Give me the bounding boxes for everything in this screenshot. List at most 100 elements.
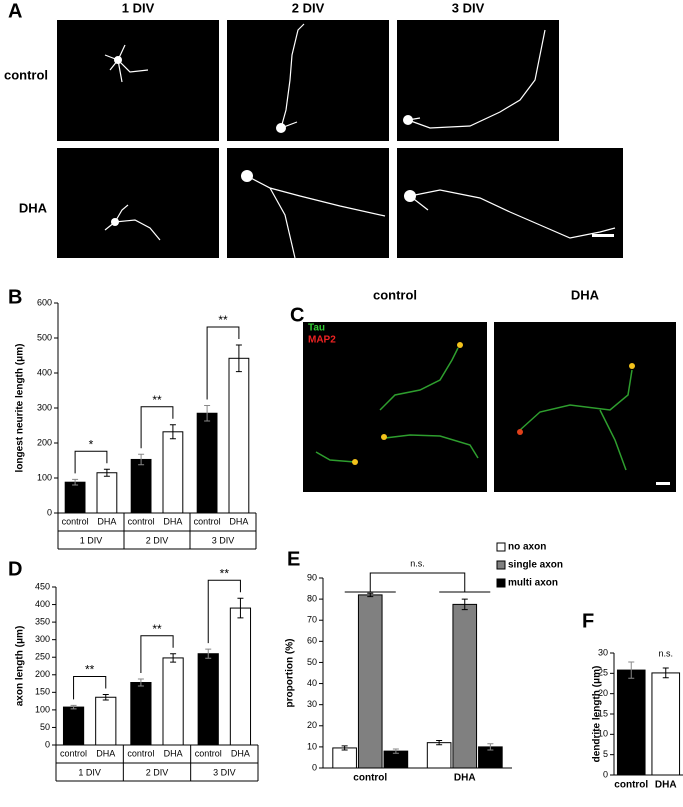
bar xyxy=(162,657,184,746)
bar xyxy=(357,594,383,769)
group-label: 2 DIV xyxy=(146,535,169,545)
error-bar xyxy=(70,704,77,710)
y-axis-label: dendrite length (μm) xyxy=(592,666,603,763)
bar xyxy=(95,696,117,746)
bar-label: DHA xyxy=(231,748,250,758)
y-tick-label: 150 xyxy=(35,687,50,697)
bar xyxy=(130,682,152,746)
error-bar xyxy=(170,653,177,663)
y-tick-label: 450 xyxy=(35,581,50,591)
panel-label: F xyxy=(582,610,594,632)
panel-label: C xyxy=(290,304,304,326)
x-tick-label: DHA xyxy=(655,780,677,791)
legend-swatch xyxy=(496,542,506,552)
bar-label: control xyxy=(62,516,89,526)
x-tick-label: control xyxy=(353,773,387,784)
y-axis-label: longest neurite length (μm) xyxy=(15,344,26,473)
y-tick-label: 25 xyxy=(598,668,608,678)
column-title: 3 DIV xyxy=(452,0,485,15)
error-bar xyxy=(137,678,144,687)
error-bar xyxy=(436,740,443,746)
error-bar xyxy=(628,661,635,679)
y-tick-label: 0 xyxy=(603,769,608,779)
bar xyxy=(64,481,86,514)
legend-swatch xyxy=(496,560,506,570)
error-bar xyxy=(487,743,494,751)
bar-label: DHA xyxy=(164,748,183,758)
group-label: 1 DIV xyxy=(78,767,101,777)
y-tick-label: 500 xyxy=(37,332,52,342)
error-bar xyxy=(235,344,242,373)
stain-label: MAP2 xyxy=(308,335,336,346)
error-bar xyxy=(169,424,176,440)
y-tick-label: 300 xyxy=(37,402,52,412)
annotation-bracket xyxy=(344,572,491,593)
y-tick-label: 30 xyxy=(598,647,608,657)
panel-label: D xyxy=(8,558,22,580)
bar xyxy=(96,472,118,514)
micrographs xyxy=(57,20,623,259)
bar xyxy=(616,669,646,776)
bar xyxy=(228,357,250,514)
bar-label: control xyxy=(128,516,155,526)
legend-label: single axon xyxy=(508,560,563,571)
bar xyxy=(229,607,252,746)
y-tick-label: 100 xyxy=(35,704,50,714)
y-tick-label: 50 xyxy=(307,657,317,667)
y-tick-label: 20 xyxy=(598,688,608,698)
y-tick-label: 15 xyxy=(598,708,608,718)
y-tick-label: 300 xyxy=(35,634,50,644)
y-axis-label: proportion (%) xyxy=(285,639,296,708)
bar-label: control xyxy=(194,516,221,526)
bar xyxy=(162,431,184,514)
significance-label: ** xyxy=(152,393,162,407)
bar-label: DHA xyxy=(163,516,182,526)
annotation: n.s. xyxy=(410,558,425,568)
error-bar xyxy=(72,478,79,486)
group-label: 3 DIV xyxy=(212,535,235,545)
legend-label: multi axon xyxy=(508,578,558,589)
image-title: control xyxy=(373,287,417,302)
significance-bracket xyxy=(74,450,108,474)
significance-label: ** xyxy=(218,313,228,327)
significance-label: ** xyxy=(85,663,95,677)
bar xyxy=(332,747,357,769)
x-tick-label: DHA xyxy=(454,773,476,784)
panel-label: A xyxy=(8,0,22,22)
significance-bracket xyxy=(206,326,240,400)
significance-bracket xyxy=(140,406,174,449)
annotation: n.s. xyxy=(658,648,673,658)
y-tick-label: 200 xyxy=(37,437,52,447)
significance-label: ** xyxy=(152,622,162,636)
y-tick-label: 70 xyxy=(307,615,317,625)
y-tick-label: 50 xyxy=(40,722,50,732)
error-bar xyxy=(237,597,244,619)
y-tick-label: 200 xyxy=(35,669,50,679)
group-label: 3 DIV xyxy=(213,767,236,777)
bar-label: control xyxy=(127,748,154,758)
y-tick-label: 400 xyxy=(37,367,52,377)
y-tick-label: 250 xyxy=(35,652,50,662)
y-tick-label: 400 xyxy=(35,599,50,609)
y-tick-label: 10 xyxy=(598,729,608,739)
image-title: DHA xyxy=(571,287,600,302)
error-bar xyxy=(205,648,212,659)
error-bar xyxy=(461,598,468,611)
bar-label: DHA xyxy=(96,748,115,758)
y-tick-label: 10 xyxy=(307,741,317,751)
error-bar xyxy=(341,745,348,751)
significance-bracket xyxy=(73,675,107,700)
group-label: 1 DIV xyxy=(80,535,103,545)
y-tick-label: 80 xyxy=(307,593,317,603)
panel-label: E xyxy=(287,548,300,570)
y-tick-label: 0 xyxy=(47,507,52,517)
y-tick-label: 5 xyxy=(603,749,608,759)
bar xyxy=(426,742,452,769)
y-tick-label: 100 xyxy=(37,472,52,482)
bar xyxy=(651,672,681,776)
bar xyxy=(130,458,152,514)
y-tick-label: 350 xyxy=(35,616,50,626)
y-tick-label: 90 xyxy=(307,572,317,582)
significance-bracket xyxy=(207,579,241,644)
significance-label: * xyxy=(89,437,94,451)
